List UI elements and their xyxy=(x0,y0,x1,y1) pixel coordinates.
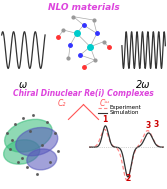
Text: 1: 1 xyxy=(102,115,108,124)
Text: 2: 2 xyxy=(125,174,130,183)
Text: Experiment: Experiment xyxy=(109,105,141,111)
Text: 3: 3 xyxy=(153,120,159,129)
Text: C₂: C₂ xyxy=(58,99,66,108)
Ellipse shape xyxy=(16,127,58,156)
Text: 3: 3 xyxy=(146,121,151,130)
Ellipse shape xyxy=(4,140,40,164)
Ellipse shape xyxy=(27,149,57,170)
Text: ω: ω xyxy=(19,80,27,90)
Text: NLO materials: NLO materials xyxy=(48,2,119,12)
Text: Cᵚ: Cᵚ xyxy=(100,99,110,108)
Ellipse shape xyxy=(5,119,52,152)
Text: 2ω: 2ω xyxy=(136,80,151,90)
Text: Chiral Dinuclear Re(i) Complexes: Chiral Dinuclear Re(i) Complexes xyxy=(13,89,154,98)
Text: Simulation: Simulation xyxy=(109,110,139,115)
